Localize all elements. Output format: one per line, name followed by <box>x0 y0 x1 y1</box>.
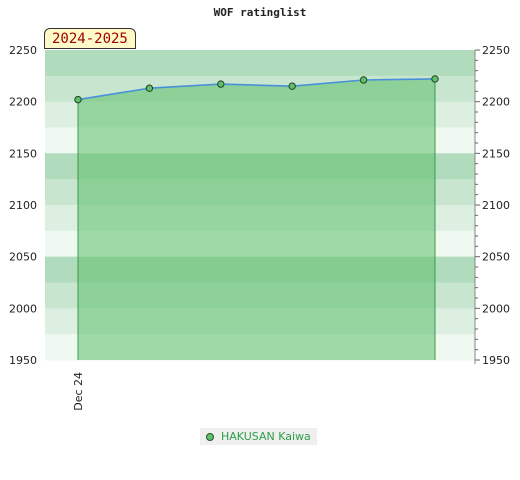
rating-point <box>359 76 368 84</box>
area-layer <box>77 78 436 361</box>
rating-point <box>74 95 82 104</box>
legend-label: HAKUSAN Kaiwa <box>221 430 311 443</box>
rating-point <box>145 84 154 92</box>
y-tick-label-right: 2150 <box>482 147 510 160</box>
y-tick-label-right: 2050 <box>482 251 510 264</box>
y-tick-label-left: 2100 <box>9 199 37 212</box>
y-tick-label-right: 1950 <box>482 354 510 367</box>
chart-title: WOF ratinglist <box>213 6 307 19</box>
rating-point <box>288 82 296 90</box>
y-tick-label-left: 2150 <box>9 147 37 160</box>
x-tick-label: Dec 24 <box>72 372 85 411</box>
axes-layer: 1950 1950 2000 2000 2050 2050 2100 2100 2150 2150… <box>9 44 510 411</box>
y-tick-label-left: 2200 <box>9 96 37 109</box>
rating-area <box>78 78 435 361</box>
y-tick-label-left: 2250 <box>9 44 37 57</box>
y-tick-label-right: 2250 <box>482 44 510 57</box>
period-badge: 2024-2025 <box>44 28 136 49</box>
y-tick-label-left: 1950 <box>9 354 37 367</box>
points-layer <box>74 75 439 104</box>
y-tick-label-right: 2000 <box>482 302 510 315</box>
legend-swatch-icon <box>206 432 214 441</box>
rating-point <box>431 75 439 83</box>
legend: HAKUSAN Kaiwa <box>200 428 317 445</box>
y-tick-label-left: 2050 <box>9 251 37 264</box>
y-tick-label-right: 2200 <box>482 96 510 109</box>
background-band <box>45 50 475 77</box>
y-tick-label-right: 2100 <box>482 199 510 212</box>
rating-point <box>217 80 225 88</box>
y-tick-label-left: 2000 <box>9 302 37 315</box>
rating-line <box>77 78 436 101</box>
